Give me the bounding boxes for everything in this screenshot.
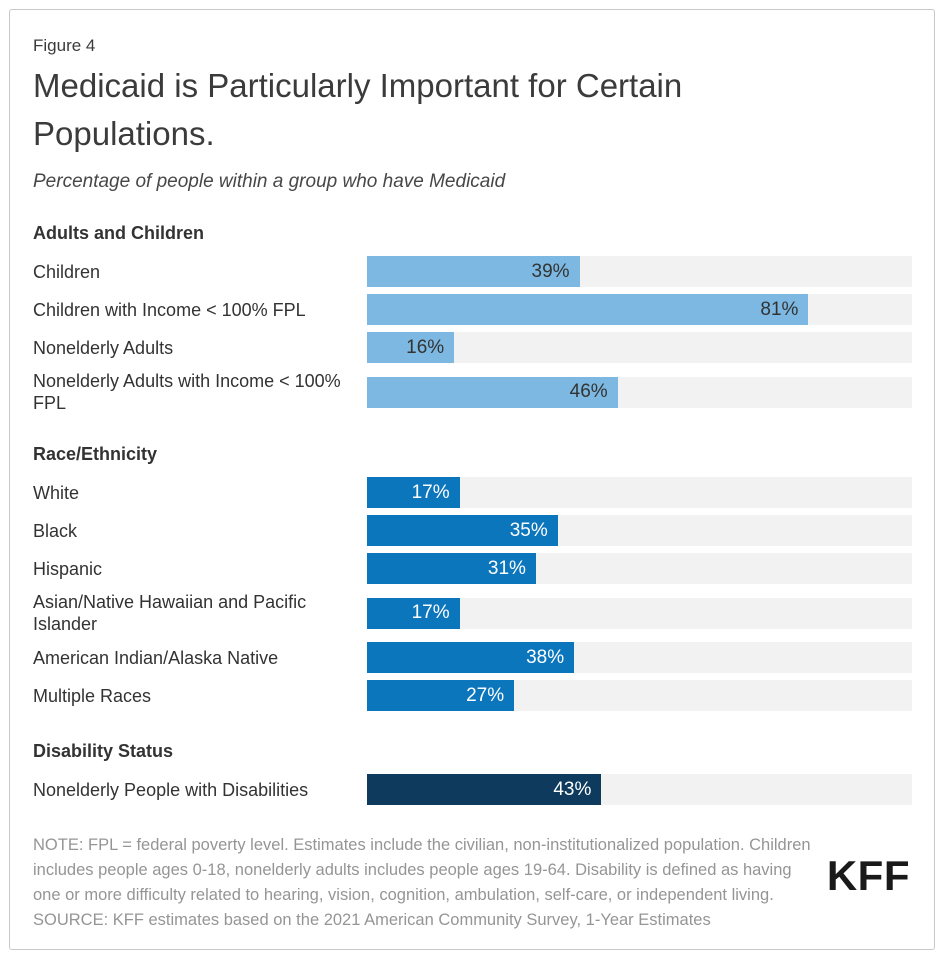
bar-value-label: 38% [526, 646, 565, 668]
bar-track: 43% [367, 774, 912, 805]
bar-row-label: Children [33, 261, 101, 282]
source-text: SOURCE: KFF estimates based on the 2021 … [33, 911, 711, 929]
bar-row-label: Black [33, 520, 78, 541]
bar-row-label: White [33, 482, 80, 503]
bar-value-label: 39% [531, 260, 570, 282]
bar-row: White 17% [33, 477, 912, 508]
bar-row: Asian/Native Hawaiian and Pacific Island… [33, 591, 912, 635]
bar-track: 38% [367, 642, 912, 673]
figure-card: Figure 4 Medicaid is Particularly Import… [9, 9, 935, 950]
bar-fill: 17% [367, 597, 460, 629]
section-header: Disability Status [33, 741, 174, 761]
section-header: Race/Ethnicity [33, 444, 158, 464]
chart-groups: Adults and Children Children 39% Children w… [33, 223, 912, 805]
bar-row-label: Multiple Races [33, 685, 152, 706]
bar-row-label: Nonelderly Adults [33, 337, 174, 358]
chart-section: Disability Status Nonelderly People with … [33, 741, 912, 805]
bar-row-label: Nonelderly Adults with Income < 100% FPL [33, 371, 341, 413]
bar-row: Nonelderly Adults with Income < 100% FPL… [33, 370, 912, 414]
bar-row: Nonelderly People with Disabilities 43% [33, 774, 912, 805]
bar-value-label: 31% [487, 557, 526, 579]
bar-fill: 81% [367, 294, 809, 325]
bar-track: 17% [367, 597, 912, 629]
note-line: NOTE: FPL = federal poverty level. Estim… [33, 836, 811, 854]
bar-fill: 27% [367, 680, 515, 711]
bar-row-label: Hispanic [33, 558, 103, 579]
bar-row: Children with Income < 100% FPL 81% [33, 294, 912, 325]
bar-value-label: 17% [411, 602, 450, 623]
bar-row: Hispanic 31% [33, 553, 912, 584]
bar-track: 39% [367, 256, 912, 287]
chart-subtitle: Percentage of people within a group who … [33, 171, 506, 192]
bar-row-label: American Indian/Alaska Native [33, 647, 279, 668]
note-text: NOTE: FPL = federal poverty level. Estim… [33, 833, 912, 908]
bar-row: American Indian/Alaska Native 38% [33, 642, 912, 673]
note-line: one or more difficulty related to hearin… [33, 886, 774, 904]
bar-value-label: 27% [466, 684, 505, 706]
bar-track: 81% [367, 294, 912, 325]
bar-value-label: 35% [509, 519, 548, 541]
bar-value-label: 17% [411, 481, 450, 503]
bar-fill: 38% [367, 642, 575, 673]
bar-track: 35% [367, 515, 912, 546]
bar-fill: 39% [367, 256, 580, 287]
bar-fill: 46% [367, 376, 618, 408]
bar-row: Children 39% [33, 256, 912, 287]
figure-label: Figure 4 [33, 36, 96, 55]
chart-section: Adults and Children Children 39% Children w… [33, 223, 912, 414]
bar-row: Multiple Races 27% [33, 680, 912, 711]
bar-row: Black 35% [33, 515, 912, 546]
bar-track: 16% [367, 332, 912, 363]
bar-track: 27% [367, 680, 912, 711]
bar-value-label: 46% [569, 381, 608, 402]
bar-row-label: Asian/Native Hawaiian and Pacific Island… [33, 592, 307, 634]
bar-row-label: Nonelderly People with Disabilities [33, 779, 309, 800]
section-header: Adults and Children [33, 223, 204, 243]
bar-track: 17% [367, 477, 912, 508]
chart-title: Medicaid is Particularly Important for C… [33, 67, 683, 152]
bar-fill: 43% [367, 774, 602, 805]
bar-fill: 31% [367, 553, 536, 584]
bar-track: 31% [367, 553, 912, 584]
bar-value-label: 16% [406, 336, 445, 358]
bar-row-label: Children with Income < 100% FPL [33, 299, 306, 320]
bar-fill: 16% [367, 332, 455, 363]
kff-logo: KFF [826, 852, 910, 899]
bar-fill: 17% [367, 477, 460, 508]
bar-row: Nonelderly Adults 16% [33, 332, 912, 363]
note-line: includes people ages 0-18, nonelderly ad… [33, 861, 792, 879]
bar-value-label: 43% [553, 778, 592, 800]
bar-value-label: 81% [760, 298, 799, 320]
bar-track: 46% [367, 376, 912, 408]
chart-section: Race/Ethnicity White 17% Black 35% Hispanic 31… [33, 444, 912, 711]
footnote-block: NOTE: FPL = federal poverty level. Estim… [33, 833, 912, 933]
bar-fill: 35% [367, 515, 558, 546]
